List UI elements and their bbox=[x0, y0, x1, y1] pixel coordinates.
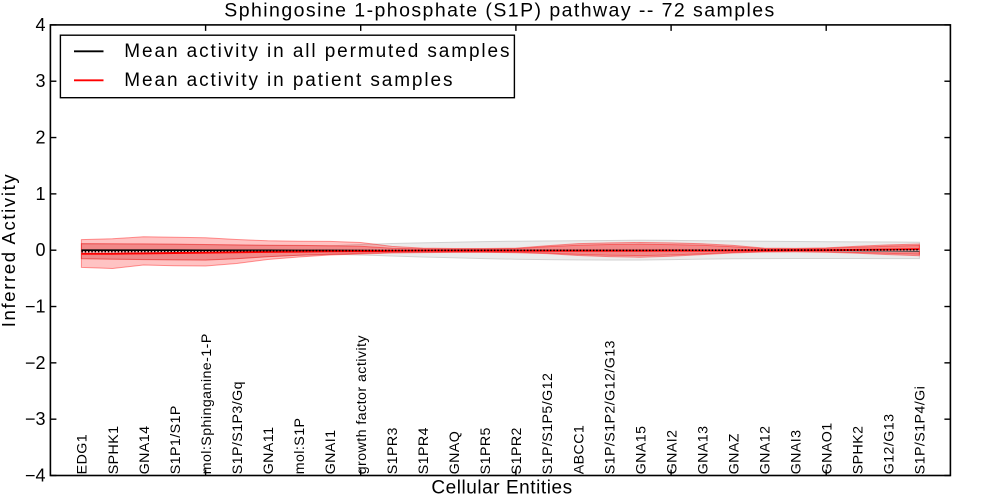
svg-text:−1: −1 bbox=[25, 297, 46, 317]
svg-text:−4: −4 bbox=[25, 466, 46, 486]
svg-text:Mean activity in all permuted: Mean activity in all permuted samples bbox=[124, 41, 511, 62]
svg-text:0: 0 bbox=[35, 240, 45, 260]
svg-text:SPHK1: SPHK1 bbox=[106, 426, 122, 475]
svg-text:S1P/S1P5/G12: S1P/S1P5/G12 bbox=[540, 373, 556, 475]
svg-text:GNAI2: GNAI2 bbox=[664, 429, 680, 474]
svg-text:S1P/S1P4/Gi: S1P/S1P4/Gi bbox=[913, 386, 929, 475]
svg-text:SPHK2: SPHK2 bbox=[851, 426, 867, 475]
svg-text:S1P/S1P3/Gq: S1P/S1P3/Gq bbox=[230, 381, 246, 474]
svg-text:Inferred Activity: Inferred Activity bbox=[0, 173, 19, 328]
svg-text:GNA11: GNA11 bbox=[261, 427, 277, 475]
svg-text:−3: −3 bbox=[25, 409, 46, 429]
svg-text:4: 4 bbox=[35, 15, 45, 35]
svg-text:mol:S1P: mol:S1P bbox=[292, 418, 308, 475]
svg-text:S1PR5: S1PR5 bbox=[478, 427, 494, 474]
svg-text:S1P/S1P2/G12/G13: S1P/S1P2/G12/G13 bbox=[602, 340, 618, 474]
svg-text:S1PR2: S1PR2 bbox=[509, 427, 525, 474]
svg-text:EDG1: EDG1 bbox=[75, 434, 91, 474]
svg-text:GNAQ: GNAQ bbox=[447, 431, 463, 475]
svg-text:GNA15: GNA15 bbox=[633, 426, 649, 475]
svg-text:3: 3 bbox=[35, 71, 45, 91]
svg-text:S1PR3: S1PR3 bbox=[385, 427, 401, 474]
svg-text:growth factor activity: growth factor activity bbox=[354, 335, 370, 475]
svg-text:1: 1 bbox=[35, 184, 45, 204]
svg-text:S1PR4: S1PR4 bbox=[416, 427, 432, 474]
svg-text:GNAI3: GNAI3 bbox=[789, 429, 805, 474]
svg-text:GNA14: GNA14 bbox=[137, 426, 153, 475]
svg-text:Mean activity in patient sampl: Mean activity in patient samples bbox=[124, 70, 454, 91]
svg-text:mol:Sphinganine-1-P: mol:Sphinganine-1-P bbox=[199, 333, 215, 474]
svg-text:GNA12: GNA12 bbox=[758, 426, 774, 475]
svg-text:ABCC1: ABCC1 bbox=[571, 425, 587, 475]
svg-text:Sphingosine 1-phosphate (S1P): Sphingosine 1-phosphate (S1P) pathway --… bbox=[224, 0, 775, 22]
svg-text:S1P1/S1P: S1P1/S1P bbox=[168, 405, 184, 474]
svg-text:Cellular Entities: Cellular Entities bbox=[431, 478, 572, 499]
svg-text:GNA13: GNA13 bbox=[695, 426, 711, 475]
svg-text:GNAI1: GNAI1 bbox=[323, 429, 339, 474]
svg-text:−2: −2 bbox=[25, 353, 46, 373]
svg-text:GNAO1: GNAO1 bbox=[820, 422, 836, 474]
svg-text:2: 2 bbox=[35, 128, 45, 148]
svg-text:GNAZ: GNAZ bbox=[726, 433, 742, 474]
svg-text:G12/G13: G12/G13 bbox=[882, 414, 898, 475]
